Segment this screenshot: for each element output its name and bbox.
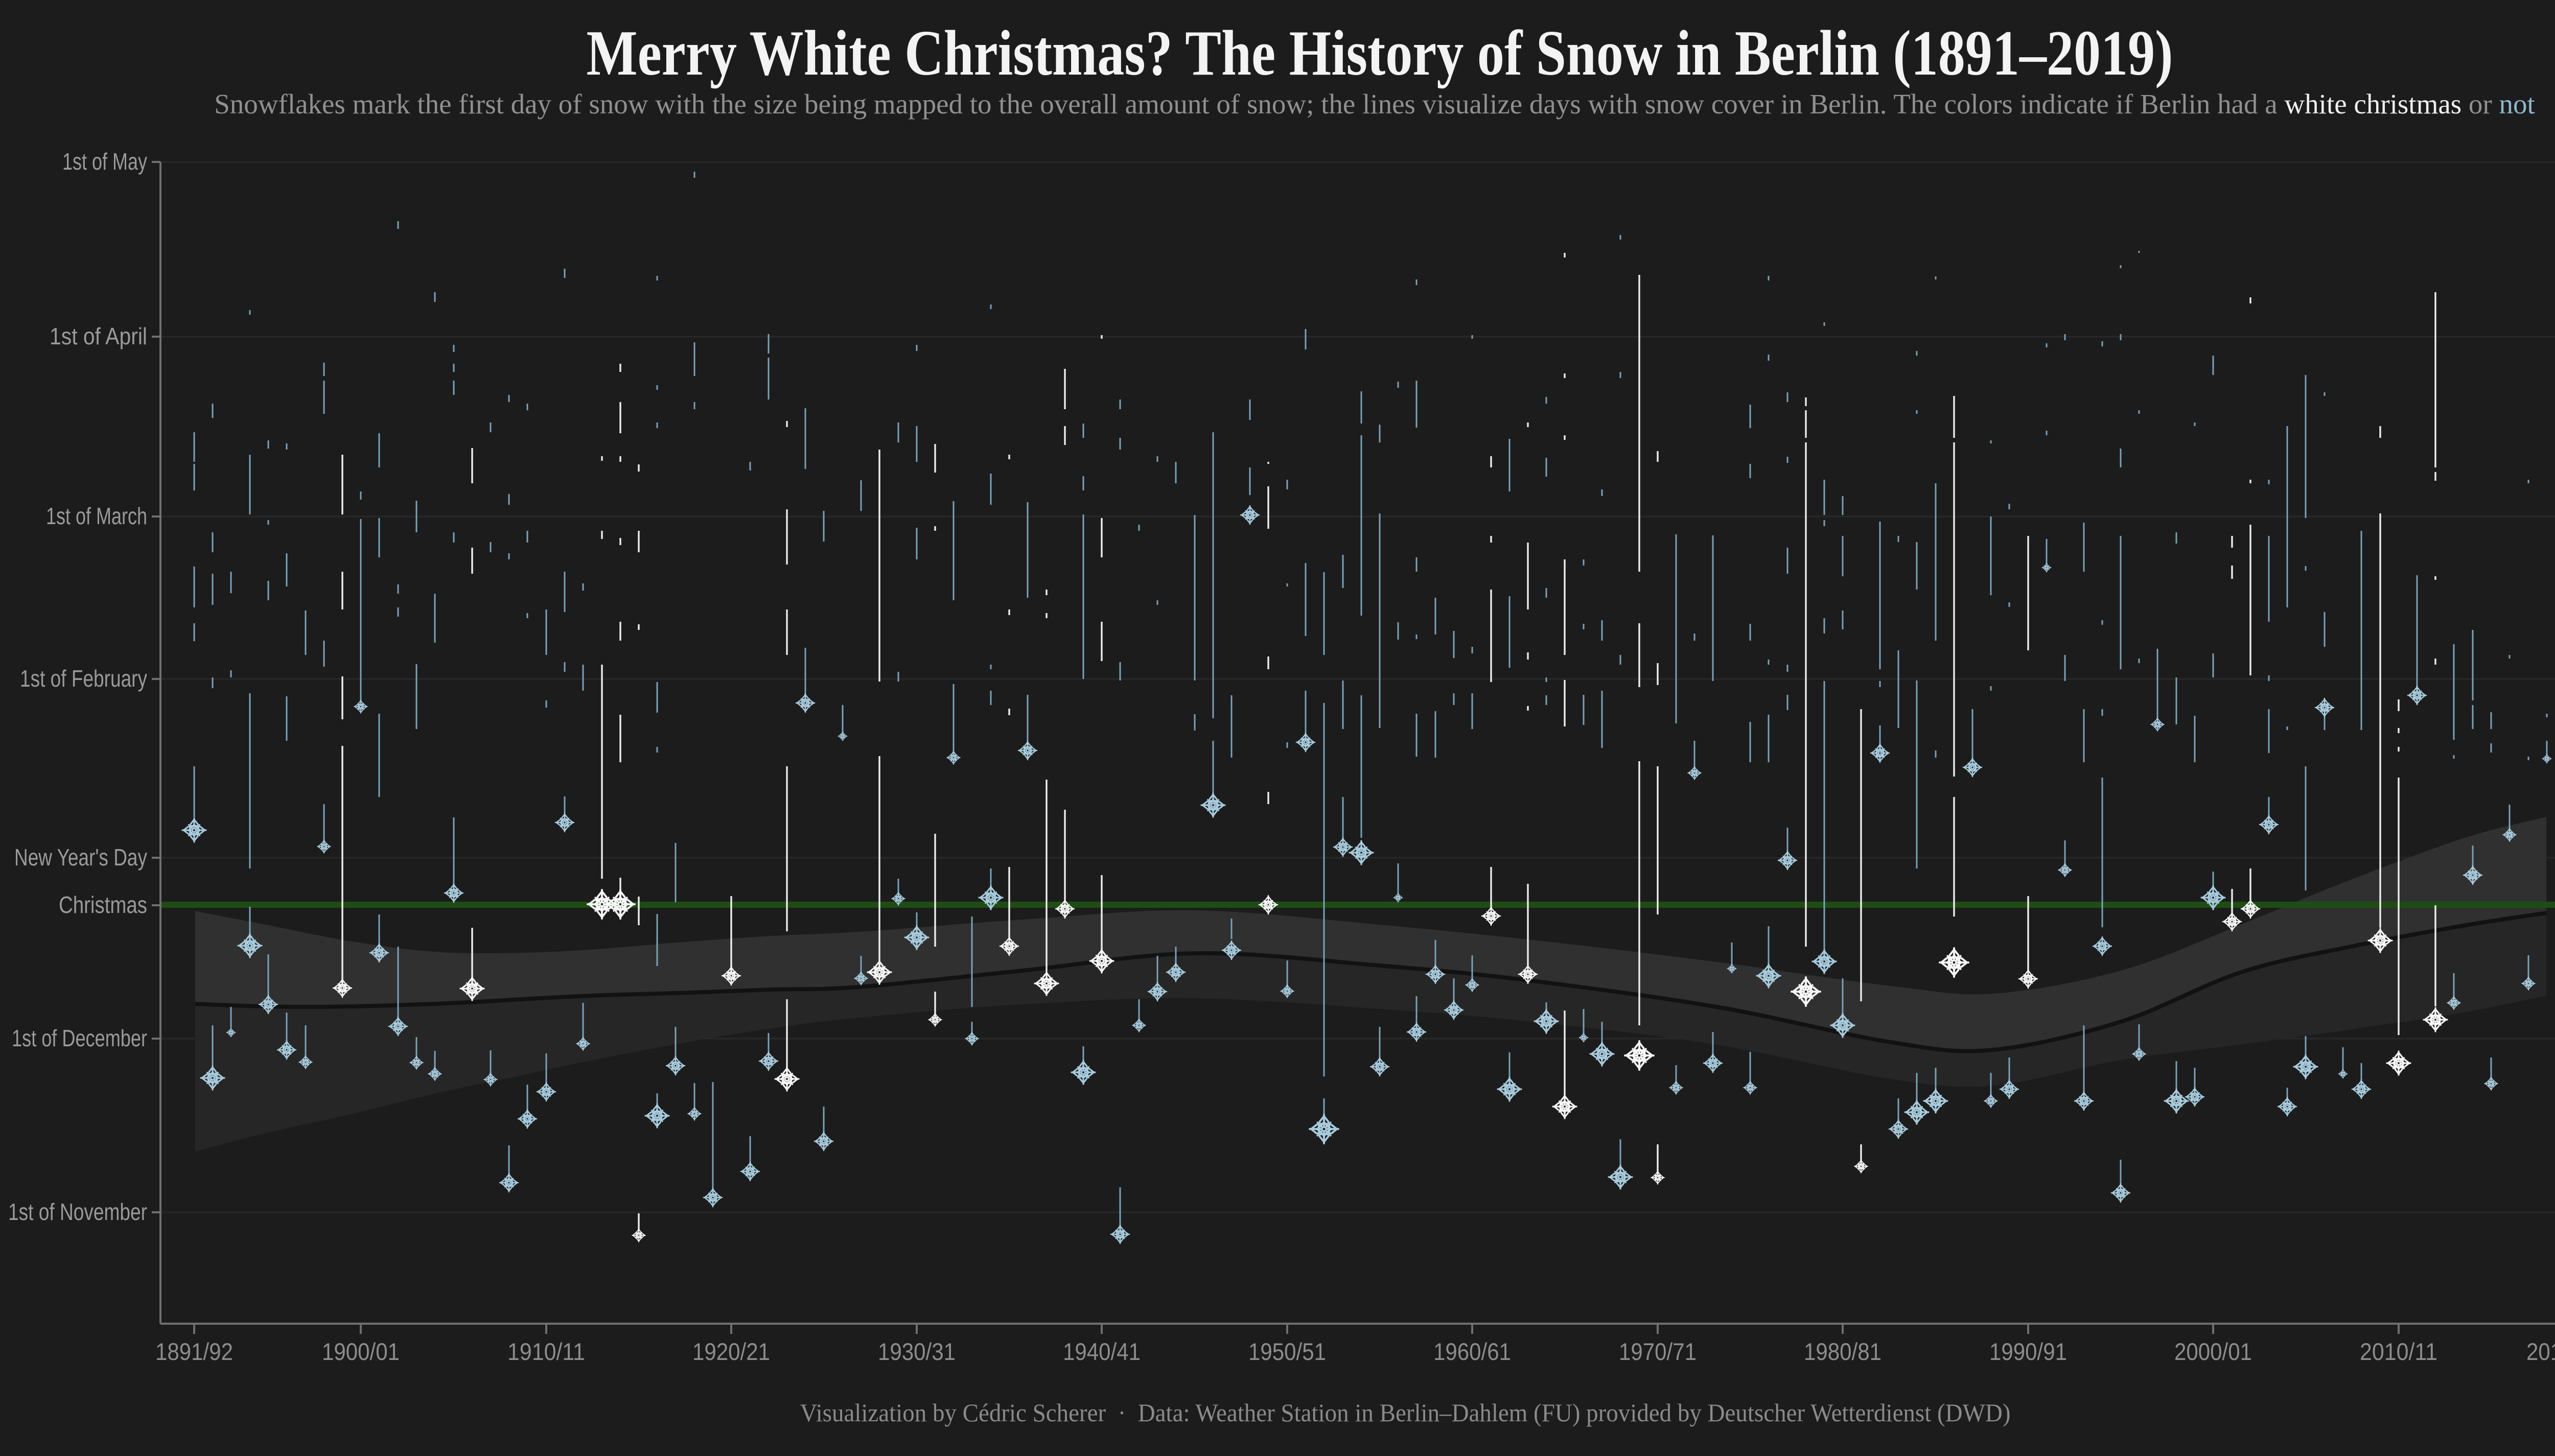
svg-text:1st of April: 1st of April [50,323,147,349]
svg-text:Visualization by Cédric Schere: Visualization by Cédric Scherer · Data: … [800,1398,2011,1427]
svg-text:1st of December: 1st of December [12,1025,147,1051]
svg-text:New Year's Day: New Year's Day [14,844,147,871]
svg-text:1960/61: 1960/61 [1433,1338,1511,1365]
svg-text:2019/20: 2019/20 [2526,1338,2555,1365]
svg-text:1st of February: 1st of February [20,665,147,692]
svg-text:2010/11: 2010/11 [2360,1338,2437,1365]
svg-text:1920/21: 1920/21 [692,1338,770,1365]
svg-text:1st of November: 1st of November [8,1199,147,1225]
svg-text:1910/11: 1910/11 [507,1338,585,1365]
svg-text:1930/31: 1930/31 [878,1338,956,1365]
svg-text:Snowflakes mark the first day: Snowflakes mark the first day of snow wi… [214,88,2535,120]
svg-text:1940/41: 1940/41 [1063,1338,1141,1365]
svg-text:1950/51: 1950/51 [1248,1338,1326,1365]
svg-text:2000/01: 2000/01 [2174,1338,2252,1365]
svg-text:1980/81: 1980/81 [1804,1338,1882,1365]
svg-text:Christmas: Christmas [59,891,147,918]
svg-text:?: ? [2553,886,2555,929]
svg-text:1970/71: 1970/71 [1619,1338,1697,1365]
svg-text:1st of May: 1st of May [62,148,147,175]
svg-text:Merry White Christmas? The His: Merry White Christmas? The History of Sn… [587,18,2173,89]
svg-text:1990/91: 1990/91 [1989,1338,2067,1365]
svg-text:1900/01: 1900/01 [322,1338,400,1365]
svg-text:1891/92: 1891/92 [155,1338,233,1365]
svg-text:1st of March: 1st of March [46,503,147,529]
